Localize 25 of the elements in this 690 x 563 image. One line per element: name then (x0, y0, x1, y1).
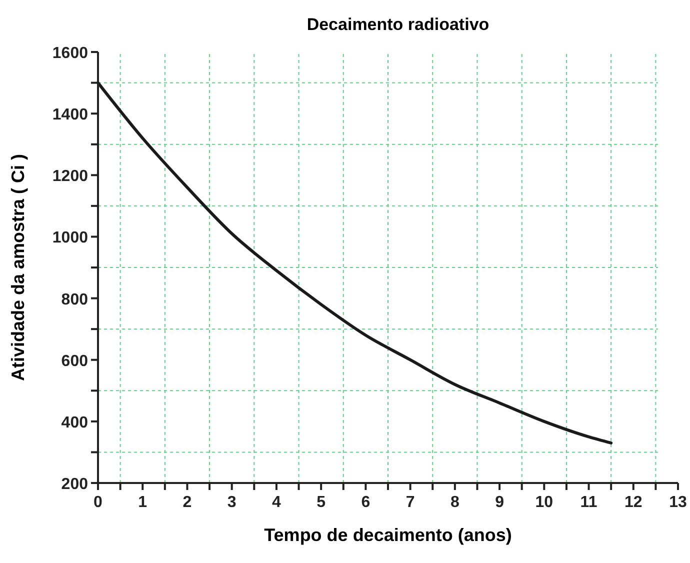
y-tick-label: 400 (61, 414, 88, 432)
y-tick-label: 200 (61, 476, 88, 493)
x-tick-label: 2 (182, 494, 192, 511)
x-tick-label: 6 (361, 494, 370, 511)
chart-title: Decaimento radioativo (306, 15, 490, 34)
x-tick-label: 0 (94, 494, 103, 511)
x-tick-label: 1 (138, 494, 148, 511)
x-tick-label: 7 (406, 494, 415, 511)
x-tick-label: 11 (580, 494, 598, 511)
x-tick-label: 4 (272, 494, 282, 511)
x-axis-title: Tempo de decaimento (anos) (264, 525, 512, 545)
y-tick-label: 1600 (52, 45, 88, 62)
x-tick-label: 5 (316, 494, 326, 511)
x-tick-label: 10 (535, 494, 554, 511)
x-tick-label: 3 (227, 494, 236, 511)
x-tick-label: 8 (450, 494, 460, 511)
y-tick-label: 1400 (52, 106, 88, 124)
y-tick-label: 1000 (52, 230, 88, 247)
x-tick-label: 13 (669, 494, 687, 511)
y-tick-label: 800 (61, 291, 88, 308)
y-tick-label: 1200 (52, 168, 88, 186)
y-tick-label: 600 (61, 352, 88, 370)
x-tick-label: 9 (495, 494, 504, 511)
x-tick-label: 12 (624, 494, 642, 511)
y-axis-title: Atividade da amostra ( Ci ) (8, 154, 28, 382)
